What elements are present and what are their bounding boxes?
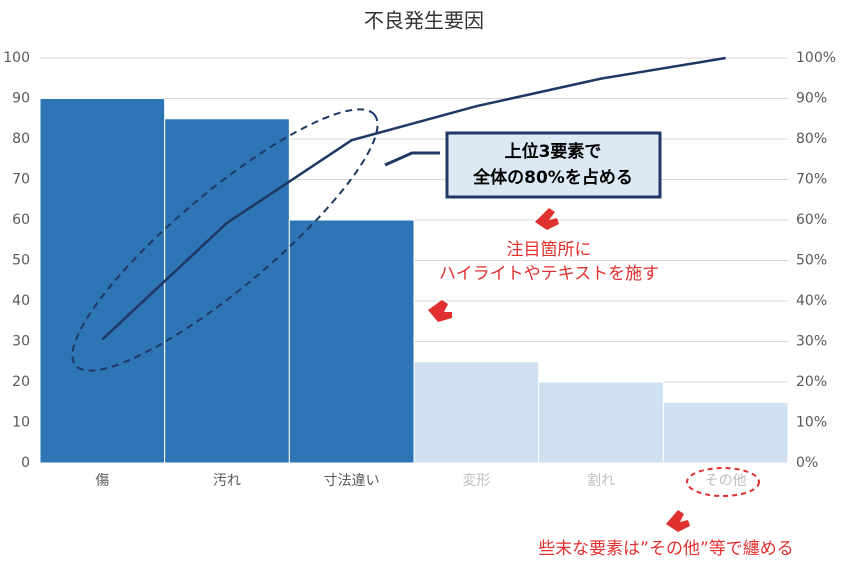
y2-tick-label: 60%: [796, 212, 827, 228]
y-tick-label: 70: [12, 172, 30, 188]
bars: [39, 98, 789, 464]
highlight-ellipse: [71, 108, 379, 372]
y-tick-label: 80: [12, 131, 30, 147]
hand-icon: [666, 510, 690, 532]
callout-text: 全体の80%を占める: [472, 167, 633, 188]
y-tick-label: 10: [12, 415, 30, 431]
x-tick-label: その他: [705, 473, 747, 489]
callout-text: 上位3要素で: [505, 141, 602, 162]
cumulative-line: [101, 56, 726, 341]
y2-tick-label: 0%: [796, 455, 818, 471]
x-tick-label: 寸法違い: [324, 473, 380, 489]
bar: [288, 219, 415, 464]
annotation: 注目箇所に: [507, 240, 592, 260]
chart-title: 不良発生要因: [364, 9, 484, 33]
other-ellipse: [686, 467, 760, 497]
x-tick-label: 傷: [95, 473, 109, 489]
x-tick-label: 汚れ: [213, 473, 241, 489]
y-tick-label: 50: [12, 253, 30, 269]
callout-box: [445, 131, 662, 199]
hand-icon: [535, 208, 559, 230]
y-tick-label: 20: [12, 374, 30, 390]
y2-tick-label: 10%: [796, 415, 827, 431]
bar: [413, 361, 540, 464]
annotation: 些末な要素は”その他”等で纏める: [538, 539, 794, 559]
y2-tick-label: 100%: [796, 50, 836, 66]
x-tick-label: 変形: [462, 472, 490, 489]
y-tick-label: 90: [12, 91, 30, 107]
bar: [39, 98, 166, 464]
y2-tick-label: 90%: [796, 91, 827, 107]
annotation: ハイライトやテキストを施す: [439, 264, 659, 284]
y2-tick-label: 20%: [796, 374, 827, 390]
x-tick-label: 割れ: [587, 472, 615, 489]
y2-tick-label: 80%: [796, 131, 827, 147]
connector: [384, 151, 440, 167]
y2-tick-label: 70%: [796, 172, 827, 188]
overlay: [101, 56, 726, 341]
y2-tick-label: 40%: [796, 293, 827, 309]
y-tick-label: 0: [21, 455, 30, 471]
y-tick-label: 60: [12, 212, 30, 228]
y2-tick-label: 30%: [796, 334, 827, 350]
y2-tick-label: 50%: [796, 253, 827, 269]
y-tick-label: 40: [12, 293, 30, 309]
hand-icon: [428, 300, 452, 322]
y-tick-label: 30: [12, 334, 30, 350]
bar: [538, 381, 664, 464]
y-tick-label: 100: [3, 50, 30, 66]
bar: [164, 118, 290, 464]
bar: [662, 401, 789, 464]
